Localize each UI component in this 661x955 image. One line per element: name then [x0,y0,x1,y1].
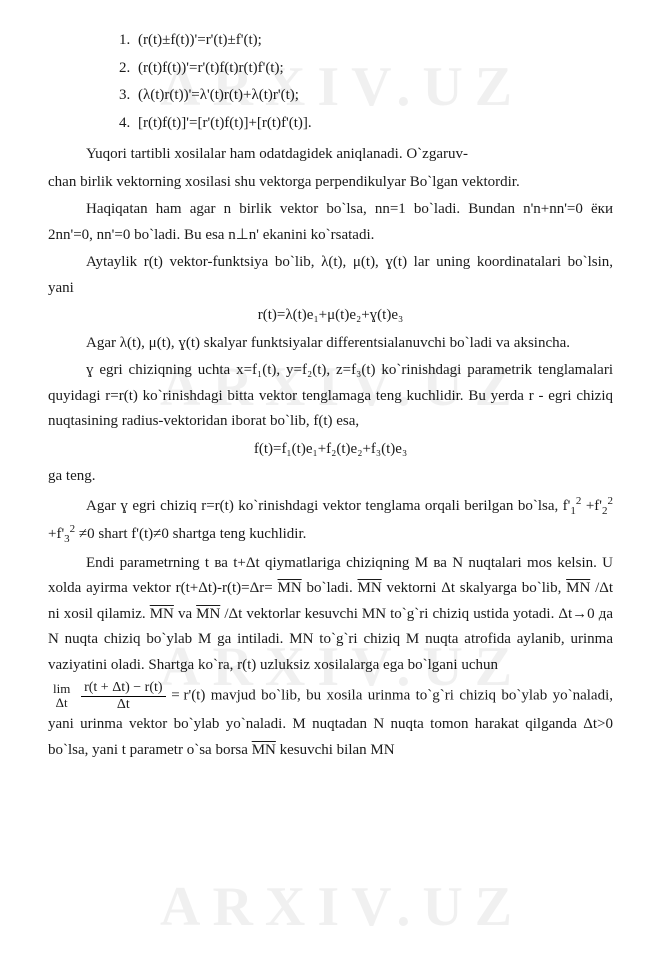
paragraph: Agar λ(t), μ(t), ɣ(t) skalyar funktsiyal… [48,331,613,357]
text: vektorni Δt skalyarga bo`lib, [386,580,566,596]
text: kesuvchi bilan MN [280,742,395,758]
limit-expression: lim Δt r(t + Δt) − r(t) Δt = r'(t) mavju… [48,680,613,763]
fraction-denominator: Δt [81,697,165,712]
overline-mn: MN [196,606,220,622]
text: ≠0 shart f'(t)≠0 shartga teng kuchlidir. [79,526,306,542]
superscript: 2 [70,523,76,535]
text: Agar ɣ egri chiziq r=r(t) ko`rinishdagi … [86,498,570,514]
overline-mn: MN [150,606,174,622]
paragraph: Yuqori tartibli xosilalar ham odatdagide… [48,142,613,168]
text: +f' [48,526,64,542]
text: +f' [586,498,602,514]
equation: r(t)=λ(t)e₁+μ(t)e₂+ɣ(t)e₃ [48,303,613,329]
list-item: [r(t)f(t)]'=[r'(t)f(t)]+[r(t)f'(t)]. [134,111,613,137]
list-item: (r(t)f(t))'=r'(t)f(t)r(t)f'(t); [134,56,613,82]
fraction-numerator: r(t + Δt) − r(t) [81,680,165,696]
paragraph: ɣ egri chiziqning uchta x=f₁(t), y=f₂(t)… [48,358,613,435]
limit-text: lim [50,682,73,696]
property-list: (r(t)±f(t))'=r'(t)±f'(t); (r(t)f(t))'=r'… [134,28,613,136]
overline-mn: MN [252,742,276,758]
superscript: 2 [576,495,582,507]
paragraph: ga teng. [48,464,613,490]
overline-mn: MN [278,580,302,596]
overline-mn: MN [357,580,381,596]
paragraph: Agar ɣ egri chiziq r=r(t) ko`rinishdagi … [48,492,613,549]
equation: f(t)=f₁(t)e₁+f₂(t)e₂+f₃(t)e₃ [48,437,613,463]
list-item: (λ(t)r(t))'=λ'(t)r(t)+λ(t)r'(t); [134,83,613,109]
overline-mn: MN [566,580,590,596]
text: va [178,606,196,622]
paragraph: Endi parametrning t ва t+Δt qiymatlariga… [48,551,613,679]
superscript: 2 [608,495,614,507]
list-item: (r(t)±f(t))'=r'(t)±f'(t); [134,28,613,54]
limit-rhs: = r'(t) [171,688,205,704]
paragraph: chan birlik vektorning xosilasi shu vekt… [48,170,613,196]
watermark: ARXIV.UZ [160,860,524,955]
paragraph: Haqiqatan ham agar n birlik vektor bo`ls… [48,197,613,248]
paragraph: Aytaylik r(t) vektor-funktsiya bo`lib, λ… [48,250,613,301]
limit-under: Δt [50,696,73,710]
text: bo`ladi. [306,580,357,596]
